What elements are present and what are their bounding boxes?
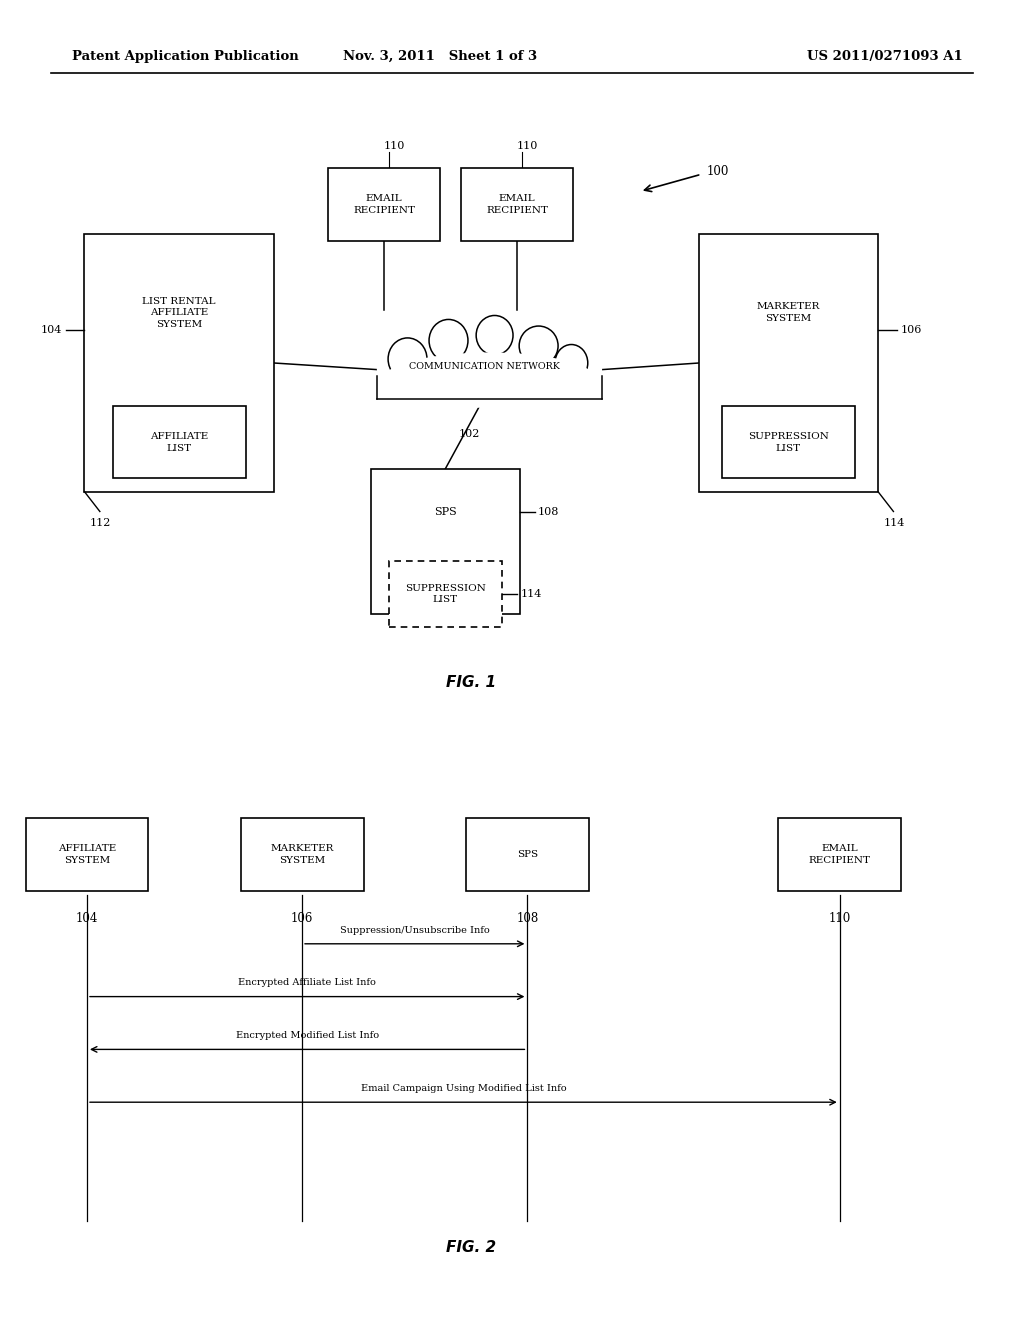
Bar: [241, 818, 364, 891]
Text: AFFILIATE
LIST: AFFILIATE LIST: [151, 432, 208, 453]
Text: EMAIL
RECIPIENT: EMAIL RECIPIENT: [353, 194, 415, 215]
Text: Nov. 3, 2011   Sheet 1 of 3: Nov. 3, 2011 Sheet 1 of 3: [343, 50, 538, 63]
Text: EMAIL
RECIPIENT: EMAIL RECIPIENT: [809, 845, 870, 865]
Bar: [722, 405, 855, 478]
Text: US 2011/0271093 A1: US 2011/0271093 A1: [807, 50, 963, 63]
Bar: [84, 235, 273, 492]
Ellipse shape: [519, 326, 558, 366]
Text: AFFILIATE
SYSTEM: AFFILIATE SYSTEM: [58, 845, 116, 865]
Text: COMMUNICATION NETWORK: COMMUNICATION NETWORK: [409, 363, 560, 371]
Text: 106: 106: [291, 912, 313, 925]
Bar: [466, 818, 589, 891]
Text: SUPPRESSION
LIST: SUPPRESSION LIST: [406, 583, 485, 605]
Ellipse shape: [555, 345, 588, 381]
Text: EMAIL
RECIPIENT: EMAIL RECIPIENT: [486, 194, 548, 215]
Text: 112: 112: [90, 519, 111, 528]
Text: 102: 102: [459, 429, 479, 440]
Text: 108: 108: [539, 507, 559, 517]
Text: 110: 110: [828, 912, 851, 925]
Bar: [389, 561, 502, 627]
Bar: [26, 818, 148, 891]
Text: Encrypted Affiliate List Info: Encrypted Affiliate List Info: [239, 978, 376, 987]
Text: 110: 110: [384, 141, 404, 152]
Text: MARKETER
SYSTEM: MARKETER SYSTEM: [757, 302, 820, 323]
Text: 114: 114: [883, 519, 904, 528]
Ellipse shape: [377, 334, 602, 407]
Bar: [778, 818, 901, 891]
Ellipse shape: [429, 319, 468, 362]
Ellipse shape: [382, 352, 597, 408]
Text: 110: 110: [517, 141, 538, 152]
Ellipse shape: [476, 315, 513, 355]
Ellipse shape: [388, 338, 427, 380]
Text: FIG. 1: FIG. 1: [446, 675, 496, 690]
Text: SPS: SPS: [517, 850, 538, 859]
Text: SUPPRESSION
LIST: SUPPRESSION LIST: [749, 432, 828, 453]
Bar: [461, 168, 573, 242]
Text: MARKETER
SYSTEM: MARKETER SYSTEM: [270, 845, 334, 865]
Text: LIST RENTAL
AFFILIATE
SYSTEM: LIST RENTAL AFFILIATE SYSTEM: [142, 297, 216, 329]
Text: 114: 114: [520, 589, 542, 599]
Bar: [371, 469, 519, 614]
Text: 108: 108: [516, 912, 539, 925]
Text: 106: 106: [901, 325, 922, 335]
Bar: [113, 405, 246, 478]
Text: Encrypted Modified List Info: Encrypted Modified List Info: [236, 1031, 379, 1040]
Text: Patent Application Publication: Patent Application Publication: [72, 50, 298, 63]
Text: Suppression/Unsubscribe Info: Suppression/Unsubscribe Info: [340, 925, 489, 935]
Text: 104: 104: [41, 325, 61, 335]
Text: SPS: SPS: [434, 507, 457, 517]
Bar: [328, 168, 440, 242]
Text: FIG. 2: FIG. 2: [446, 1239, 496, 1255]
Text: 100: 100: [707, 165, 729, 178]
Bar: [698, 235, 878, 492]
Text: Email Campaign Using Modified List Info: Email Campaign Using Modified List Info: [360, 1084, 566, 1093]
Text: 104: 104: [76, 912, 98, 925]
